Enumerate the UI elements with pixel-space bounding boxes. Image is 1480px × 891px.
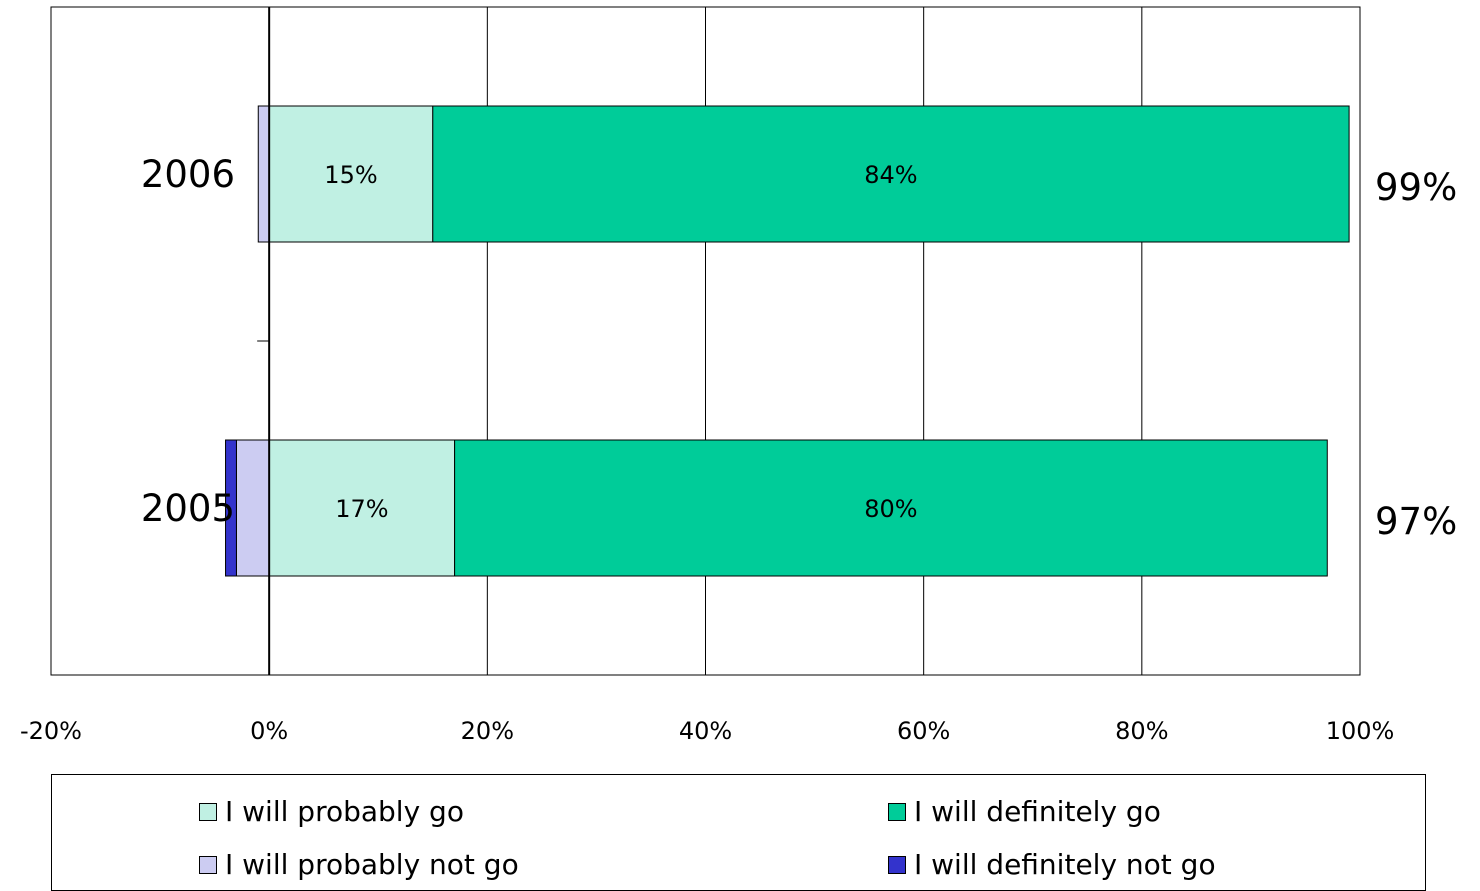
category-label: 2006 [141,153,235,196]
bar-segment [432,105,1350,243]
legend: I will probably go I will definitely go … [51,774,1426,891]
x-tick-label: 60% [897,717,950,745]
total-label: 99% [1375,166,1457,209]
x-tick-label: 80% [1115,717,1168,745]
x-tick-label: 100% [1326,717,1395,745]
bar-segment [235,439,270,577]
x-tick-label: 40% [679,717,732,745]
bar-segment [268,105,434,243]
total-label: 97% [1375,500,1457,543]
legend-item-probably-not-go: I will probably not go [199,848,519,881]
legend-swatch [888,855,906,874]
legend-item-probably-go: I will probably go [199,795,464,828]
legend-swatch [199,855,217,874]
data-label: 80% [864,495,917,523]
legend-item-definitely-not-go: I will definitely not go [888,848,1216,881]
legend-label: I will definitely not go [914,848,1216,881]
bar-segment [225,439,237,577]
legend-label: I will probably not go [225,848,519,881]
data-label: 17% [335,495,388,523]
bar-segment [257,105,270,243]
data-label: 84% [864,161,917,189]
x-tick-label: 0% [250,717,288,745]
x-tick-label: -20% [20,717,82,745]
bars [225,105,1350,577]
legend-swatch [199,802,217,821]
data-label: 15% [324,161,377,189]
labels: -20% 0% 20% 40% 60% 80% 100% 15% 84% 2006 99% 17% 80… [20,153,1457,745]
bar-segment [454,439,1328,577]
legend-item-definitely-go: I will definitely go [888,795,1161,828]
plot-area [50,6,1361,676]
bar-segment [268,439,456,577]
axes [257,6,271,676]
category-label: 2005 [141,487,235,530]
legend-label: I will definitely go [914,795,1161,828]
legend-label: I will probably go [225,795,464,828]
legend-swatch [888,802,906,821]
x-tick-label: 20% [461,717,514,745]
